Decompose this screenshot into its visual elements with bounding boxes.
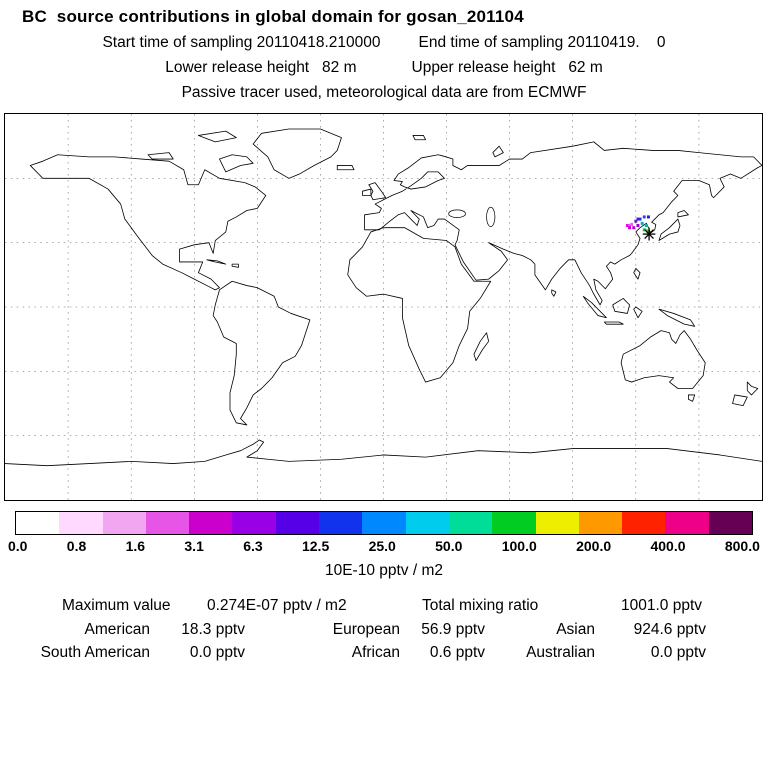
colorbar-area: 0.0 0.8 1.6 3.1 6.3 12.5 25.0 50.0 100.0 200.0 400…: [0, 511, 768, 580]
tracer-info-line: Passive tracer used, meteorological data…: [0, 84, 768, 102]
continent-outlines: [5, 128, 762, 467]
world-map-svg: [5, 114, 762, 500]
colorbar-cell-1: [59, 512, 103, 534]
colorbar-unit-label: 10E-10 pptv / m2: [324, 562, 444, 579]
region-label-3: South American: [40, 644, 150, 661]
statistics-block: Maximum value 0.274E-07 pptv / m2 Total …: [0, 597, 768, 662]
colorbar-tick-3: 3.1: [184, 538, 204, 554]
colorbar-tick-labels: 0.0 0.8 1.6 3.1 6.3 12.5 25.0 50.0 100.0 200.0 400…: [8, 538, 760, 554]
sampling-start-time: Start time of sampling 20110418.210000: [102, 34, 381, 51]
region-value-1: 56.9 pptv: [421, 621, 485, 638]
colorbar-tick-2: 1.6: [125, 538, 146, 554]
plot-header: BC source contributions in global domain…: [0, 0, 768, 102]
colorbar-tick-10: 400.0: [650, 538, 686, 554]
colorbar-tick-4: 6.3: [243, 538, 263, 554]
colorbar-cell-16: [708, 512, 753, 534]
sampling-times-line: Start time of sampling 20110418.210000 E…: [0, 34, 768, 52]
receptor-star-marker: [642, 227, 656, 241]
map-gridlines: [5, 114, 762, 500]
total-mixing-ratio-label: Total mixing ratio: [422, 597, 539, 614]
maximum-value: 0.274E-07 pptv / m2: [207, 597, 347, 614]
colorbar-tick-7: 50.0: [435, 538, 463, 554]
stats-summary-row: Maximum value 0.274E-07 pptv / m2 Total …: [0, 597, 768, 615]
colorbar-cell-5: [232, 512, 276, 534]
maximum-value-label: Maximum value: [62, 597, 171, 614]
colorbar-cell-12: [535, 512, 579, 534]
upper-release-height: Upper release height 62 m: [411, 59, 603, 76]
lower-release-height: Lower release height 82 m: [165, 59, 357, 76]
region-label-4: African: [351, 644, 400, 661]
colorbar-tick-9: 200.0: [576, 538, 612, 554]
colorbar-tick-1: 0.8: [66, 538, 87, 554]
region-value-0: 18.3 pptv: [181, 621, 245, 638]
region-label-1: European: [332, 621, 400, 638]
region-label-2: Asian: [556, 621, 595, 638]
region-label-5: Australian: [526, 644, 595, 661]
colorbar-cell-13: [578, 512, 623, 534]
colorbar-cell-8: [362, 512, 406, 534]
colorbar-tick-5: 12.5: [301, 538, 330, 554]
colorbar-tick-8: 100.0: [501, 538, 537, 554]
tracer-info: Passive tracer used, meteorological data…: [181, 84, 587, 101]
colorbar-cell-10: [448, 512, 493, 534]
colorbar-cell-15: [665, 512, 709, 534]
region-value-3: 0.0 pptv: [189, 644, 245, 661]
source-contribution-pixels: [625, 215, 650, 233]
colorbar-cell-4: [189, 512, 233, 534]
colorbar-tick-0: 0.0: [8, 538, 28, 554]
colorbar-tick-6: 25.0: [368, 538, 396, 554]
region-contributions-grid: American 18.3 pptv European 56.9 pptv Asian 9…: [0, 621, 768, 662]
region-label-0: American: [84, 621, 150, 638]
colorbar-cell-7: [319, 512, 363, 534]
sampling-end-time: End time of sampling 20110419. 0: [418, 34, 666, 51]
total-mixing-ratio-value: 1001.0 pptv: [620, 597, 702, 614]
colorbar-tick-11: 800.0: [724, 538, 760, 554]
colorbar: [15, 511, 753, 535]
colorbar-cell-0: [16, 512, 60, 534]
colorbar-cell-3: [145, 512, 190, 534]
colorbar-cell-2: [102, 512, 146, 534]
release-heights-line: Lower release height 82 m Upper release …: [0, 59, 768, 77]
region-value-5: 0.0 pptv: [650, 644, 706, 661]
world-map: [4, 113, 763, 501]
region-value-4: 0.6 pptv: [429, 644, 485, 661]
colorbar-cell-14: [622, 512, 666, 534]
colorbar-cell-9: [405, 512, 449, 534]
region-value-2: 924.6 pptv: [633, 621, 706, 638]
colorbar-cell-6: [275, 512, 320, 534]
colorbar-cell-11: [492, 512, 536, 534]
plot-title: BC source contributions in global domain…: [22, 7, 524, 26]
